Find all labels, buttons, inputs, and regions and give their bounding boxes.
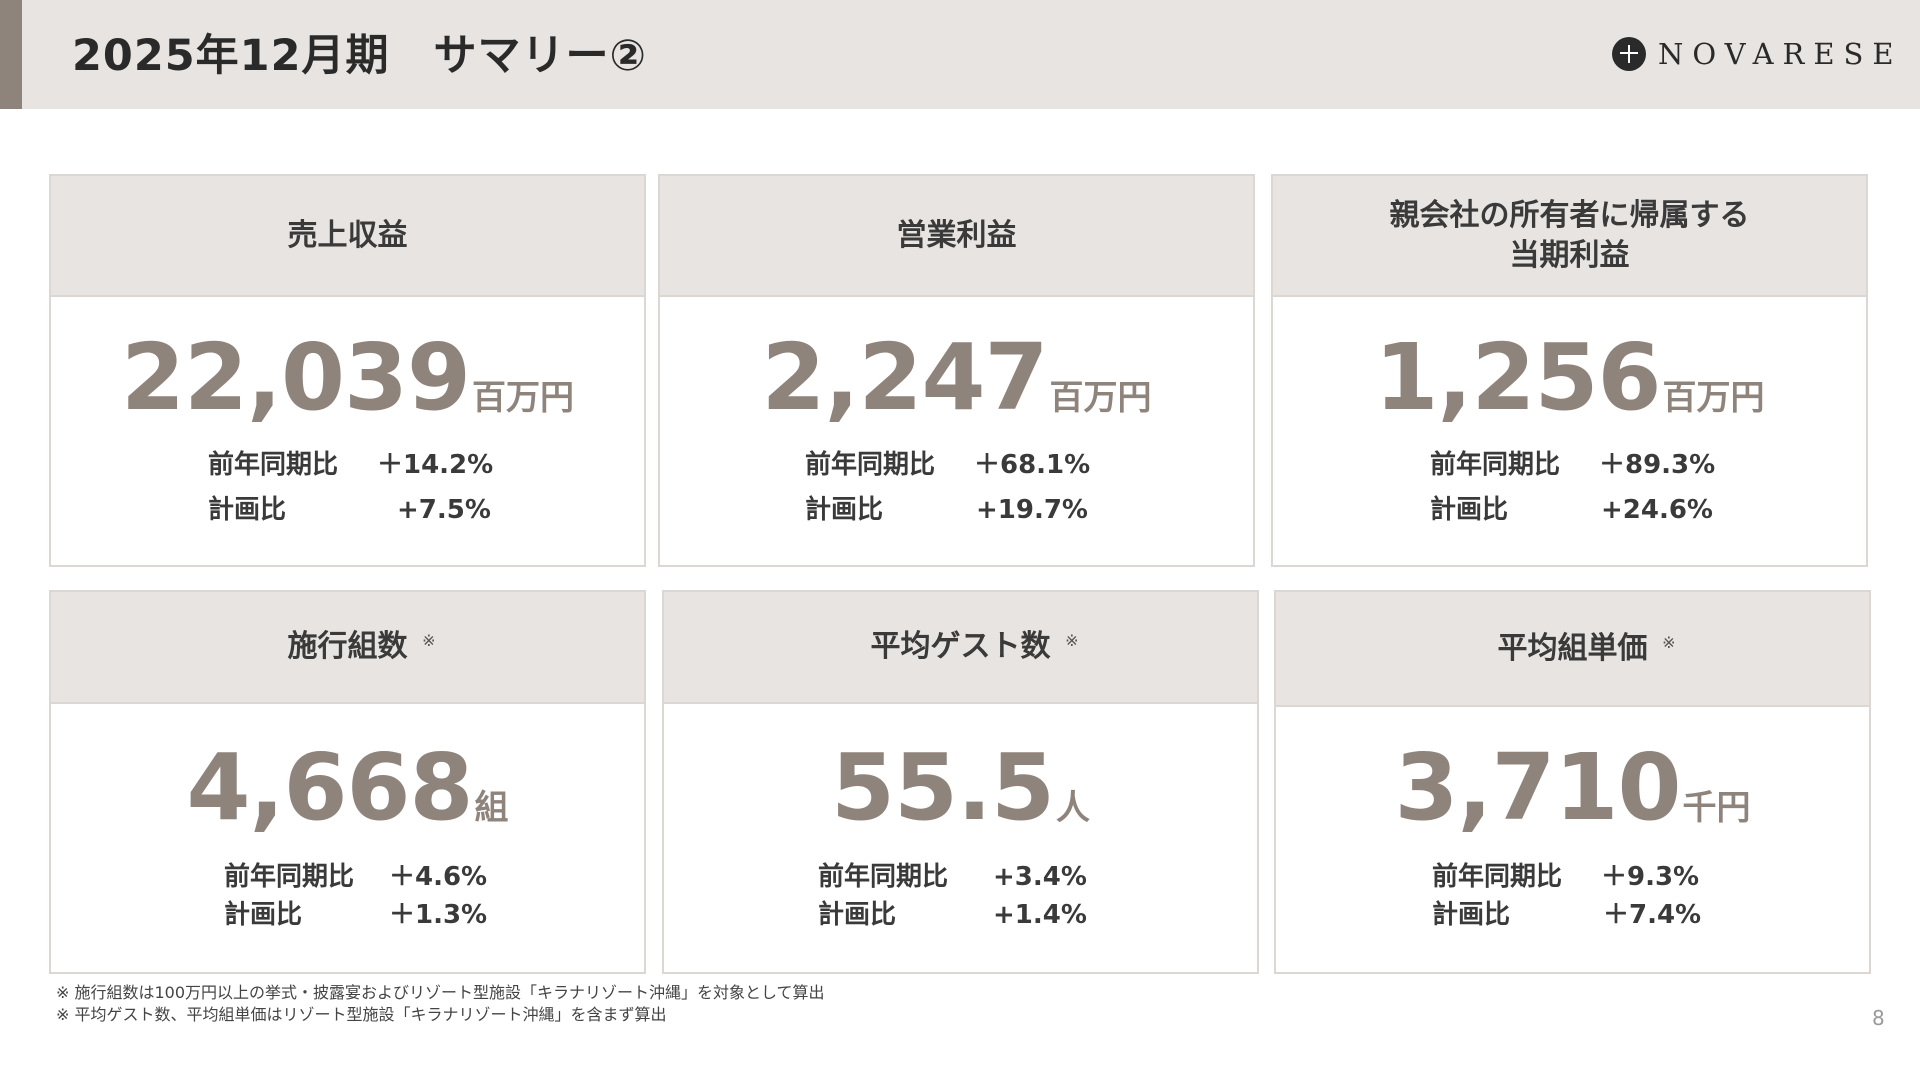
page-number: 8 <box>1872 1006 1885 1030</box>
yoy-label: 前年同期比 <box>1430 450 1561 480</box>
metric-unit: 百万円 <box>1662 378 1765 418</box>
yoy-value: ＋9.3% <box>1601 862 1700 892</box>
plan-label: 計画比 <box>224 900 303 930</box>
card-net-profit: 親会社の所有者に帰属する 当期利益 1,256 百万円 前年同期比 ＋89.3%… <box>1271 174 1868 567</box>
card-header: 親会社の所有者に帰属する 当期利益 <box>1273 176 1866 297</box>
plan-label: 計画比 <box>805 495 884 525</box>
plan-value: +19.7% <box>976 495 1088 525</box>
yoy-value: ＋14.2% <box>377 450 494 480</box>
card-operating-profit: 営業利益 2,247 百万円 前年同期比 ＋68.1% 計画比 +19.7% <box>658 174 1255 567</box>
plan-label: 計画比 <box>208 495 287 525</box>
footnote-mark: ※ <box>422 631 436 650</box>
metric-value-row: 22,039 百万円 <box>51 328 644 428</box>
metric-value: 55.5 <box>831 734 1055 841</box>
page-title: 2025年12月期 サマリー② <box>72 31 647 81</box>
card-title: 売上収益 <box>287 217 408 253</box>
card-header: 売上収益 <box>51 176 644 297</box>
card-header: 平均組単価 ※ <box>1276 592 1869 707</box>
metric-unit: 人 <box>1056 788 1090 828</box>
yoy-value: ＋68.1% <box>974 450 1091 480</box>
card-revenue: 売上収益 22,039 百万円 前年同期比 ＋14.2% 計画比 +7.5% <box>49 174 646 567</box>
yoy-label: 前年同期比 <box>805 450 936 480</box>
card-title-text: 平均組単価 <box>1497 630 1648 666</box>
metric-value-row: 55.5 人 <box>664 738 1257 838</box>
metric-value: 2,247 <box>761 324 1048 431</box>
card-title-line2: 当期利益 <box>1509 237 1630 273</box>
card-header: 営業利益 <box>660 176 1253 297</box>
plan-value: ＋7.4% <box>1603 900 1702 930</box>
card-title: 施行組数 ※ <box>287 627 436 667</box>
metric-value: 4,668 <box>186 734 473 841</box>
metric-value-row: 1,256 百万円 <box>1273 328 1866 428</box>
yoy-label: 前年同期比 <box>818 862 949 892</box>
yoy-value: +3.4% <box>993 862 1087 892</box>
footnote-1: ※ 施行組数は100万円以上の挙式・披露宴およびリゾート型施設「キラナリゾート沖… <box>56 983 825 1002</box>
logo-mark-icon <box>1612 37 1646 71</box>
card-title-line1: 親会社の所有者に帰属する <box>1389 197 1750 233</box>
footnotes: ※ 施行組数は100万円以上の挙式・披露宴およびリゾート型施設「キラナリゾート沖… <box>56 982 825 1026</box>
metric-unit: 組 <box>474 788 509 828</box>
company-logo: NOVARESE <box>1612 36 1903 72</box>
logo-text: NOVARESE <box>1658 37 1903 71</box>
card-title-text: 平均ゲスト数 <box>870 629 1051 664</box>
metric-value: 3,710 <box>1394 734 1681 841</box>
card-title: 営業利益 <box>896 217 1017 253</box>
yoy-label: 前年同期比 <box>208 450 339 480</box>
yoy-value: ＋89.3% <box>1599 450 1716 480</box>
metric-value-row: 3,710 千円 <box>1276 738 1869 838</box>
card-header: 施行組数 ※ <box>51 592 644 704</box>
card-title: 親会社の所有者に帰属する 当期利益 <box>1390 196 1750 276</box>
footnote-mark: ※ <box>1662 632 1676 652</box>
plan-label: 計画比 <box>1432 900 1511 930</box>
footnote-mark: ※ <box>1065 631 1079 650</box>
card-title: 平均ゲスト数 ※ <box>870 627 1079 667</box>
card-wedding-count: 施行組数 ※ 4,668 組 前年同期比 ＋4.6% 計画比 ＋1.3% <box>49 590 646 974</box>
card-title-text: 施行組数 <box>287 629 408 664</box>
header-bar: 2025年12月期 サマリー② NOVARESE <box>0 0 1920 109</box>
metric-value: 22,039 <box>120 324 471 431</box>
metric-value-row: 2,247 百万円 <box>660 328 1253 428</box>
plan-value: ＋1.3% <box>389 900 488 930</box>
footnote-2: ※ 平均ゲスト数、平均組単価はリゾート型施設「キラナリゾート沖縄」を含まず算出 <box>56 1005 667 1024</box>
plan-value: +24.6% <box>1601 495 1713 525</box>
plan-label: 計画比 <box>818 900 897 930</box>
plan-label: 計画比 <box>1430 495 1509 525</box>
yoy-label: 前年同期比 <box>1432 862 1563 892</box>
card-title: 平均組単価 ※ <box>1497 629 1676 669</box>
plan-value: +1.4% <box>993 900 1087 930</box>
header-accent-strip <box>0 0 22 109</box>
yoy-value: ＋4.6% <box>389 862 488 892</box>
plan-value: +7.5% <box>397 495 491 525</box>
metric-unit: 千円 <box>1682 788 1751 828</box>
metric-unit: 百万円 <box>1049 378 1152 418</box>
metric-value: 1,256 <box>1374 324 1661 431</box>
card-average-guests: 平均ゲスト数 ※ 55.5 人 前年同期比 +3.4% 計画比 +1.4% <box>662 590 1259 974</box>
metric-value-row: 4,668 組 <box>51 738 644 838</box>
metric-unit: 百万円 <box>472 378 575 418</box>
card-average-unit-price: 平均組単価 ※ 3,710 千円 前年同期比 ＋9.3% 計画比 ＋7.4% <box>1274 590 1871 974</box>
card-header: 平均ゲスト数 ※ <box>664 592 1257 704</box>
yoy-label: 前年同期比 <box>224 862 355 892</box>
